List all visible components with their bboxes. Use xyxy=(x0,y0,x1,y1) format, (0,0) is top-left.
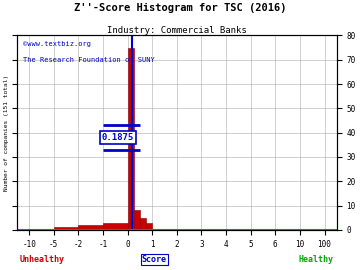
Bar xyxy=(127,48,134,230)
Text: Z''-Score Histogram for TSC (2016): Z''-Score Histogram for TSC (2016) xyxy=(74,3,286,13)
Text: ©www.textbiz.org: ©www.textbiz.org xyxy=(23,41,91,47)
Y-axis label: Number of companies (151 total): Number of companies (151 total) xyxy=(4,75,9,191)
Bar xyxy=(146,222,152,230)
Text: Unhealthy: Unhealthy xyxy=(20,255,65,264)
Bar xyxy=(78,225,103,230)
Title: Industry: Commercial Banks: Industry: Commercial Banks xyxy=(107,26,247,35)
Bar xyxy=(140,218,146,230)
Text: Healthy: Healthy xyxy=(299,255,334,264)
Text: 0.1875: 0.1875 xyxy=(102,133,134,142)
Text: Score: Score xyxy=(142,255,167,264)
Bar xyxy=(103,222,127,230)
Text: The Research Foundation of SUNY: The Research Foundation of SUNY xyxy=(23,57,155,63)
Bar xyxy=(54,227,78,230)
Bar xyxy=(134,210,140,230)
